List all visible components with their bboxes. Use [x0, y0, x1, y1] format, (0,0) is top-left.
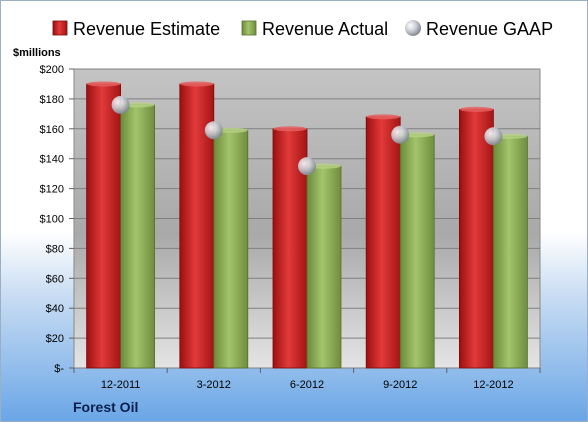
- y-tick-label: $60: [46, 273, 64, 285]
- bar-revenue-actual: [492, 135, 528, 369]
- unit-label: $millions: [13, 47, 61, 59]
- company-name: Forest Oil: [73, 399, 138, 415]
- marker-revenue-gaap: [391, 125, 410, 144]
- legend-swatch-actual: [241, 20, 257, 36]
- bars: [86, 81, 528, 369]
- legend-swatch-gaap: [405, 20, 421, 36]
- bar-revenue-estimate: [365, 116, 401, 369]
- legend-label: Revenue Estimate: [73, 19, 220, 39]
- x-tick-label: 12-2011: [101, 379, 141, 391]
- bar-revenue-actual: [213, 129, 249, 369]
- bar-revenue-estimate: [458, 108, 494, 369]
- bar-cap-estimate: [459, 106, 494, 112]
- bar-revenue-actual: [306, 165, 342, 369]
- y-tick-label: $200: [40, 64, 64, 76]
- marker-revenue-gaap: [298, 157, 316, 176]
- x-tick-label: 6-2012: [290, 379, 324, 391]
- bar-cap-estimate: [273, 126, 307, 132]
- y-tick-label: $-: [54, 363, 64, 375]
- legend: Revenue Estimate Revenue Actual Revenue GA…: [52, 19, 553, 39]
- legend-label: Revenue GAAP: [426, 19, 553, 39]
- x-tick-label: 12-2012: [473, 379, 513, 391]
- y-axis: $- $20 $40 $60 $80 $100 $120 $140 $160 $180 $200: [40, 64, 74, 375]
- y-tick-label: $80: [46, 243, 64, 255]
- y-tick-label: $40: [46, 303, 64, 315]
- x-tick-label: 3-2012: [197, 379, 231, 391]
- bar-cap-estimate: [366, 114, 401, 120]
- bar-cap-estimate: [86, 81, 121, 87]
- bar-cap-estimate: [179, 81, 214, 87]
- bar-revenue-actual: [399, 134, 435, 369]
- marker-revenue-gaap: [111, 95, 130, 114]
- x-axis: 12-2011 3-2012 6-2012 9-2012 12-2012: [73, 368, 541, 391]
- bar-revenue-estimate: [86, 83, 121, 369]
- x-tick-label: 9-2012: [383, 379, 417, 391]
- marker-revenue-gaap: [484, 127, 503, 146]
- y-tick-label: $20: [46, 333, 64, 345]
- y-tick-label: $140: [40, 154, 64, 166]
- y-tick-label: $160: [40, 124, 64, 136]
- y-tick-label: $100: [40, 214, 64, 226]
- bar-revenue-actual: [120, 104, 155, 369]
- legend-swatch-estimate: [52, 20, 68, 36]
- y-tick-label: $180: [40, 94, 64, 106]
- legend-label: Revenue Actual: [262, 19, 388, 39]
- y-tick-label: $120: [40, 184, 64, 196]
- marker-revenue-gaap: [204, 121, 223, 140]
